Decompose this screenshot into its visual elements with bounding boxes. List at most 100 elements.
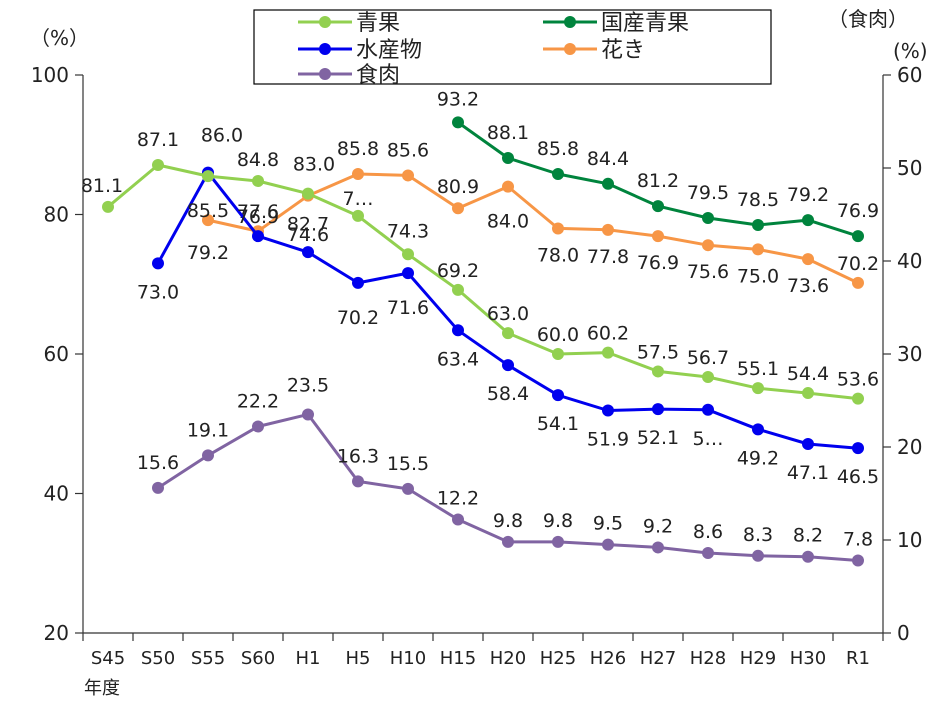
right-tick-label: 60 (897, 63, 922, 87)
data-label: 22.2 (237, 391, 279, 413)
right-tick-label: 30 (897, 342, 922, 366)
data-point (702, 371, 714, 384)
legend-label: 花き (601, 38, 645, 63)
data-point (402, 267, 414, 280)
data-label: 79.2 (787, 184, 829, 206)
data-label: 57.5 (637, 341, 679, 363)
data-point (502, 359, 514, 372)
data-point (552, 348, 564, 360)
data-point (252, 230, 264, 243)
data-point (302, 408, 314, 421)
legend-item: 食肉 (298, 63, 400, 88)
data-point (202, 449, 214, 462)
data-label: 79.2 (187, 242, 229, 264)
data-label: 54.1 (537, 413, 579, 435)
data-point (202, 170, 214, 183)
legend-label: 食肉 (356, 63, 400, 88)
x-tick-label: R1 (846, 648, 870, 669)
data-point (602, 223, 614, 236)
data-point (302, 187, 314, 200)
legend-swatch-marker (564, 43, 576, 55)
data-label: 75.6 (687, 261, 729, 283)
data-label: 85.8 (337, 138, 379, 160)
data-label: 74.6 (287, 224, 329, 246)
data-label: 70.2 (337, 307, 379, 329)
data-point (752, 243, 764, 256)
data-point (702, 239, 714, 252)
data-point (152, 158, 164, 171)
data-point (852, 230, 864, 243)
data-label: 9.2 (643, 515, 673, 537)
data-point (652, 230, 664, 243)
data-label: 76.9 (237, 206, 279, 228)
series-3: 79.2 77.6 82.7 85.8 85.6 80.9 84.0 78.0 77.8 76.9… (187, 138, 879, 297)
data-point (802, 214, 814, 227)
data-label: 60.2 (587, 323, 629, 345)
x-tick-label: H26 (590, 648, 626, 669)
right-unit-label: (%) (893, 39, 928, 63)
data-point (652, 541, 664, 554)
data-label: 84.8 (237, 149, 279, 171)
data-label: 69.2 (437, 260, 479, 282)
data-label: 82.7 (287, 214, 329, 236)
legend-swatch-marker (319, 16, 331, 28)
data-label: 15.5 (387, 453, 429, 475)
data-label: 5… (692, 428, 723, 450)
data-point (352, 209, 364, 222)
data-point (452, 324, 464, 337)
data-label: 51.9 (587, 428, 629, 450)
legend-swatch-marker (564, 16, 576, 28)
data-label: 16.3 (337, 445, 379, 467)
x-tick-label: S55 (191, 648, 225, 669)
data-point (852, 392, 864, 405)
data-point (552, 168, 564, 181)
data-point (352, 475, 364, 488)
data-label: 87.1 (137, 129, 179, 151)
data-label: 7.8 (843, 528, 873, 550)
data-point (852, 554, 864, 567)
data-label: 15.6 (137, 452, 179, 474)
data-label: 7… (342, 188, 373, 210)
data-label: 84.4 (587, 148, 629, 170)
x-tick-label: H27 (640, 648, 676, 669)
data-point (802, 253, 814, 266)
data-label: 63.0 (487, 303, 529, 325)
legend-swatch-marker (319, 68, 331, 80)
data-point (152, 481, 164, 494)
data-label: 81.2 (637, 170, 679, 192)
data-label: 63.4 (437, 348, 479, 370)
data-point (702, 403, 714, 416)
data-point (202, 214, 214, 227)
data-label: 93.2 (437, 88, 479, 110)
data-point (352, 168, 364, 181)
data-point (802, 437, 814, 450)
legend-swatch-marker (319, 43, 331, 55)
data-point (602, 346, 614, 359)
series-2: 73.0 86.0 76.9 74.6 70.2 71.6 63.4 58.4 54.1 51.9… (137, 125, 879, 489)
left-tick-label: 100 (31, 63, 69, 87)
data-point (752, 549, 764, 562)
series-4: 15.6 19.1 22.2 23.5 16.3 15.5 12.2 9.8 9.8 9.5 9.2… (137, 374, 873, 567)
x-tick-label: H30 (790, 648, 826, 669)
series-1: 93.2 88.1 85.8 84.4 81.2 79.5 78.5 79.2 76.9 (437, 88, 879, 243)
data-point (652, 200, 664, 213)
data-label: 53.6 (837, 369, 879, 391)
data-label: 77.8 (587, 246, 629, 268)
series-line (207, 172, 859, 285)
data-point (452, 202, 464, 215)
data-label: 74.3 (387, 220, 429, 242)
right-tick-label: 10 (897, 528, 922, 552)
data-point (352, 276, 364, 289)
data-label: 78.5 (737, 189, 779, 211)
legend-item: 水産物 (298, 38, 422, 63)
x-tick-label: H15 (440, 648, 476, 669)
left-tick-label: 80 (44, 203, 69, 227)
data-point (602, 177, 614, 190)
data-point (552, 222, 564, 235)
data-label: 84.0 (487, 211, 529, 233)
legend-label: 水産物 (356, 38, 422, 63)
data-point (552, 389, 564, 402)
legend-label: 国産青果 (601, 11, 689, 36)
data-point (502, 180, 514, 193)
